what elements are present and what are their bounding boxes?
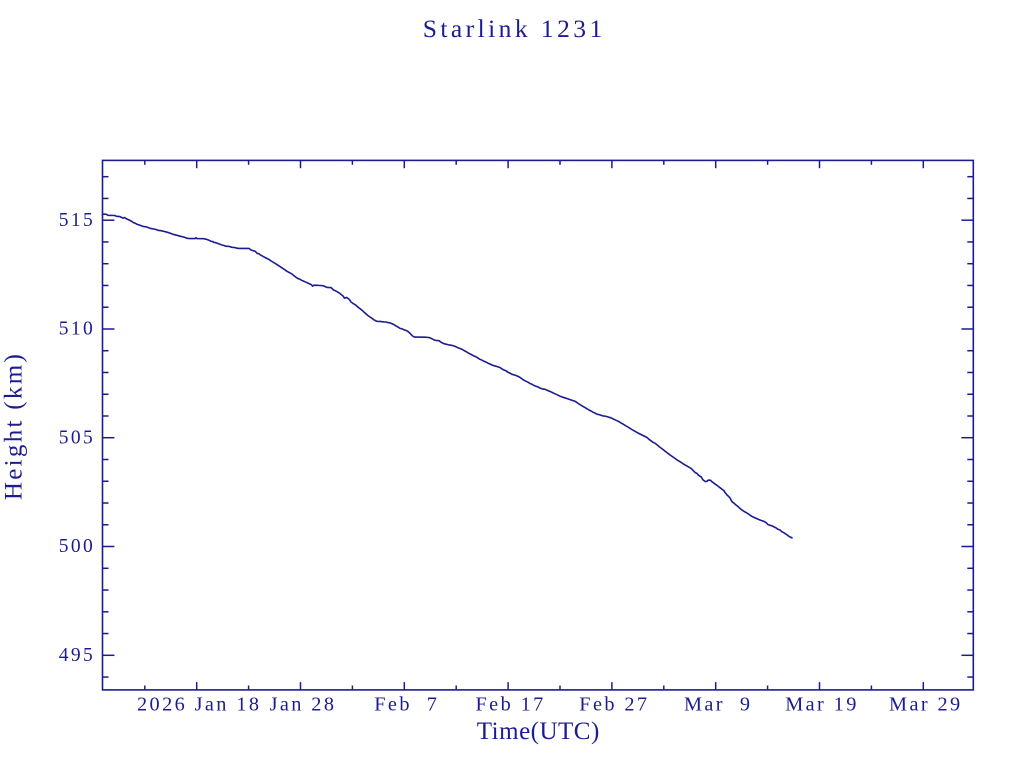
svg-text:2026 Jan 18: 2026 Jan 18 <box>137 694 261 716</box>
svg-text:Mar 9: Mar 9 <box>684 694 752 716</box>
svg-text:500: 500 <box>59 536 95 557</box>
svg-text:Mar 19: Mar 19 <box>785 694 859 716</box>
svg-text:Feb 7: Feb 7 <box>374 694 439 716</box>
svg-text:Feb 27: Feb 27 <box>579 694 649 716</box>
svg-text:515: 515 <box>59 210 95 231</box>
svg-text:Mar 29: Mar 29 <box>889 694 963 716</box>
svg-text:Time(UTC): Time(UTC) <box>477 718 600 745</box>
svg-text:Feb 17: Feb 17 <box>476 694 546 716</box>
svg-text:495: 495 <box>59 645 95 666</box>
svg-text:510: 510 <box>59 319 95 340</box>
svg-text:Starlink 1231: Starlink 1231 <box>423 14 606 43</box>
svg-text:505: 505 <box>59 427 95 448</box>
svg-text:Jan 28: Jan 28 <box>270 694 337 716</box>
svg-text:Height (km): Height (km) <box>1 352 28 500</box>
